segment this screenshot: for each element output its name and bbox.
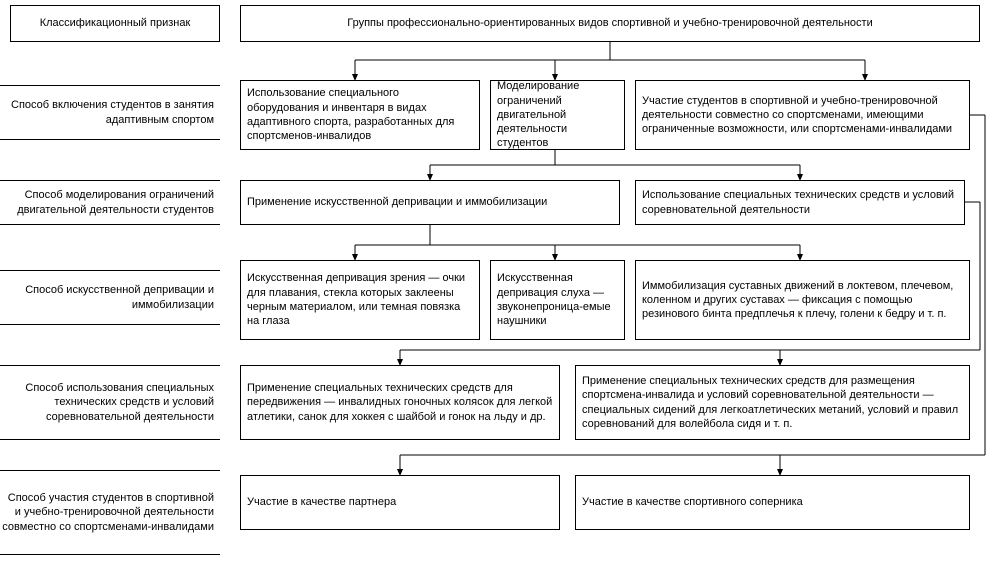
row4-label: Способ использования специальных техниче… xyxy=(0,365,220,440)
row3-box2: Искусственная депривация слуха — звуконе… xyxy=(490,260,625,340)
row5-label: Способ участия студентов в спортивной и … xyxy=(0,470,220,555)
row1-box2-text: Моделирование ограничений двигательной д… xyxy=(497,79,618,150)
row2-box2-text: Использование специальных технических ср… xyxy=(642,188,958,217)
row5-box1: Участие в качестве партнера xyxy=(240,475,560,530)
row4-box1: Применение специальных технических средс… xyxy=(240,365,560,440)
row2-label-text: Способ моделирования ограничений двигате… xyxy=(2,188,214,217)
row5-box2-text: Участие в качестве спортивного соперника xyxy=(582,495,803,509)
row1-box3-text: Участие студентов в спортивной и учебно-… xyxy=(642,94,963,137)
row3-label-text: Способ искусственной депривации и иммоби… xyxy=(2,283,214,312)
row1-label: Способ включения студентов в занятия ада… xyxy=(0,85,220,140)
row3-box3-text: Иммобилизация суставных движений в локте… xyxy=(642,279,963,322)
row4-box2: Применение специальных технических средс… xyxy=(575,365,970,440)
row2-label: Способ моделирования ограничений двигате… xyxy=(0,180,220,225)
row2-box1: Применение искусственной депривации и им… xyxy=(240,180,620,225)
row2-box2: Использование специальных технических ср… xyxy=(635,180,965,225)
row5-box1-text: Участие в качестве партнера xyxy=(247,495,396,509)
row4-label-text: Способ использования специальных техниче… xyxy=(2,381,214,424)
row1-box3: Участие студентов в спортивной и учебно-… xyxy=(635,80,970,150)
row3-box1: Искусственная депривация зрения — очки д… xyxy=(240,260,480,340)
row3-box1-text: Искусственная депривация зрения — очки д… xyxy=(247,271,473,328)
row5-box2: Участие в качестве спортивного соперника xyxy=(575,475,970,530)
row3-box3: Иммобилизация суставных движений в локте… xyxy=(635,260,970,340)
row2-box1-text: Применение искусственной депривации и им… xyxy=(247,195,547,209)
row4-box2-text: Применение специальных технических средс… xyxy=(582,374,963,431)
header-right: Группы профессионально-ориентированных в… xyxy=(240,5,980,42)
header-left: Классификационный признак xyxy=(10,5,220,42)
row1-box1-text: Использование специального оборудования … xyxy=(247,86,473,143)
row3-label: Способ искусственной депривации и иммоби… xyxy=(0,270,220,325)
row5-label-text: Способ участия студентов в спортивной и … xyxy=(2,491,214,534)
row1-label-text: Способ включения студентов в занятия ада… xyxy=(2,98,214,127)
row3-box2-text: Искусственная депривация слуха — звуконе… xyxy=(497,271,618,328)
header-right-text: Группы профессионально-ориентированных в… xyxy=(347,16,872,30)
header-left-text: Классификационный признак xyxy=(40,16,191,30)
row1-box1: Использование специального оборудования … xyxy=(240,80,480,150)
row1-box2: Моделирование ограничений двигательной д… xyxy=(490,80,625,150)
row4-box1-text: Применение специальных технических средс… xyxy=(247,381,553,424)
